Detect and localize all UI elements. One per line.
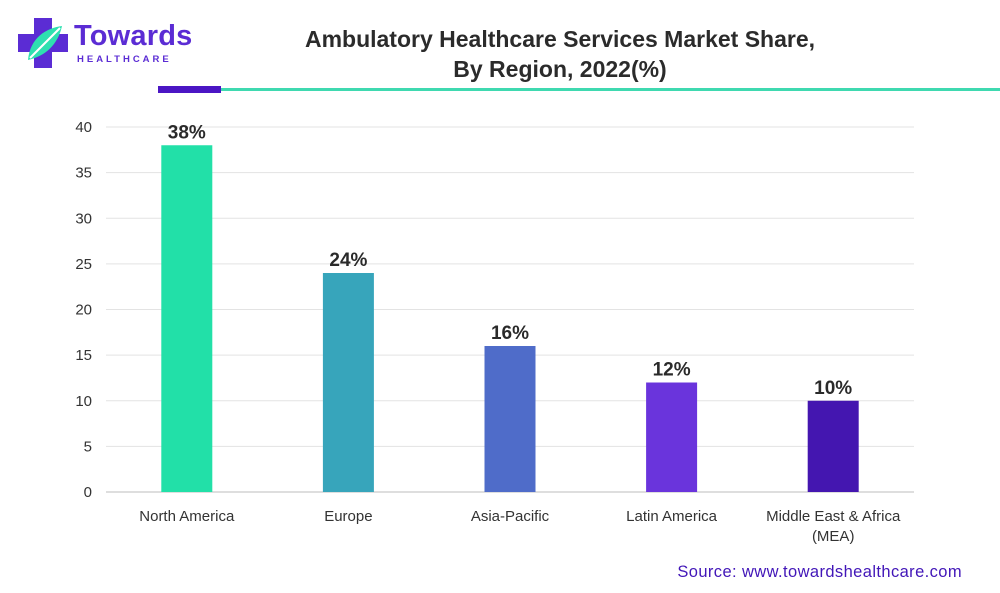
x-tick-label: Middle East & Africa bbox=[766, 508, 901, 525]
y-tick-label: 40 bbox=[75, 119, 92, 136]
bar bbox=[322, 273, 374, 492]
brand-logo: Towards HEALTHCARE bbox=[16, 16, 216, 72]
y-tick-label: 15 bbox=[75, 347, 92, 364]
x-tick-label: (MEA) bbox=[812, 528, 855, 545]
x-tick-label: North America bbox=[139, 508, 235, 525]
bar bbox=[484, 346, 536, 492]
brand-subtitle: HEALTHCARE bbox=[77, 54, 172, 65]
data-label: 16% bbox=[491, 323, 529, 344]
y-tick-label: 0 bbox=[84, 484, 92, 501]
y-tick-label: 20 bbox=[75, 302, 92, 319]
bar bbox=[807, 400, 859, 492]
y-tick-label: 10 bbox=[75, 393, 92, 410]
header-divider-line bbox=[221, 88, 1000, 91]
y-tick-label: 30 bbox=[75, 210, 92, 227]
x-tick-label: Latin America bbox=[626, 508, 718, 525]
chart-title-line-2: By Region, 2022(%) bbox=[453, 56, 667, 82]
y-tick-label: 5 bbox=[84, 438, 92, 455]
bar bbox=[161, 145, 213, 492]
data-label: 38% bbox=[168, 122, 206, 143]
source-note: Source: www.towardshealthcare.com bbox=[677, 563, 962, 581]
bar bbox=[646, 382, 698, 492]
data-label: 12% bbox=[653, 360, 691, 381]
brand-name: Towards bbox=[74, 20, 193, 52]
header-accent-bar bbox=[158, 86, 221, 93]
y-tick-label: 25 bbox=[75, 256, 92, 273]
chart-title: Ambulatory Healthcare Services Market Sh… bbox=[250, 24, 870, 84]
medical-cross-leaf-icon bbox=[18, 18, 68, 68]
y-tick-label: 35 bbox=[75, 165, 92, 182]
data-label: 10% bbox=[814, 378, 852, 399]
chart-title-line-1: Ambulatory Healthcare Services Market Sh… bbox=[304, 26, 816, 52]
data-label: 24% bbox=[329, 250, 367, 271]
x-tick-label: Asia-Pacific bbox=[471, 508, 550, 525]
x-tick-label: Europe bbox=[324, 508, 372, 525]
